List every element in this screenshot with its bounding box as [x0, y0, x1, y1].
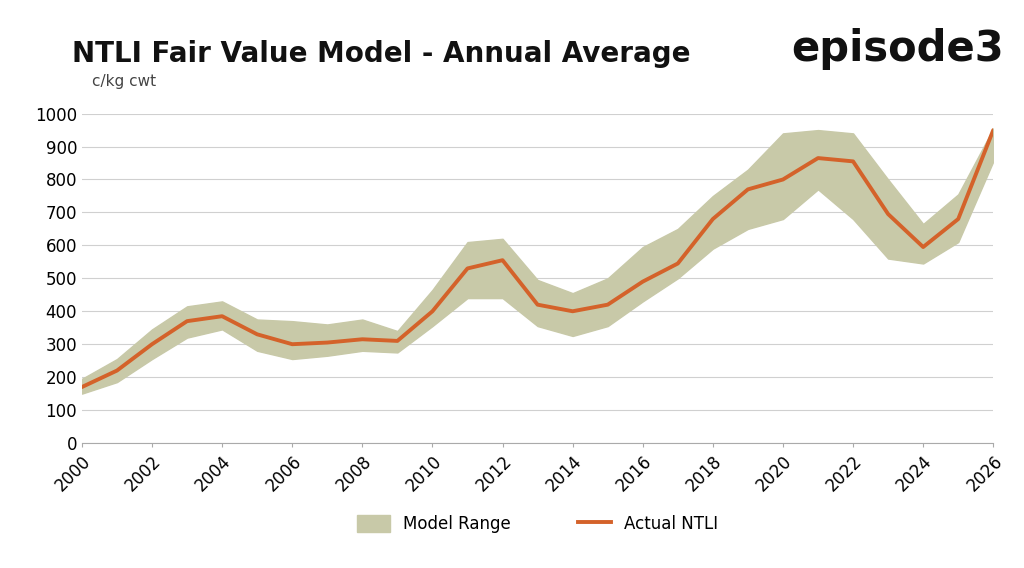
Actual NTLI — [286, 341, 298, 348]
Actual NTLI — [812, 154, 824, 161]
Actual NTLI — [426, 308, 438, 315]
Actual NTLI — [145, 341, 158, 348]
Actual NTLI — [918, 244, 930, 250]
Actual NTLI — [111, 367, 123, 374]
Actual NTLI — [356, 336, 369, 343]
Actual NTLI — [882, 211, 894, 218]
Actual NTLI — [741, 186, 754, 193]
Text: episode3: episode3 — [791, 28, 1004, 70]
Actual NTLI — [322, 339, 334, 346]
Actual NTLI — [707, 216, 719, 223]
Actual NTLI — [216, 313, 228, 320]
Actual NTLI — [497, 257, 509, 264]
Actual NTLI — [566, 308, 579, 315]
Actual NTLI — [987, 127, 999, 133]
Legend: Model Range, Actual NTLI: Model Range, Actual NTLI — [350, 508, 725, 540]
Text: NTLI Fair Value Model - Annual Average: NTLI Fair Value Model - Annual Average — [72, 40, 690, 68]
Actual NTLI — [601, 301, 613, 308]
Line: Actual NTLI: Actual NTLI — [82, 130, 993, 387]
Actual NTLI — [637, 278, 649, 285]
Actual NTLI — [391, 337, 403, 344]
Actual NTLI — [952, 216, 965, 223]
Actual NTLI — [847, 158, 859, 165]
Actual NTLI — [531, 301, 544, 308]
Actual NTLI — [251, 331, 263, 338]
Actual NTLI — [181, 318, 194, 324]
Actual NTLI — [777, 176, 790, 183]
Text: c/kg cwt: c/kg cwt — [92, 74, 157, 89]
Actual NTLI — [76, 383, 88, 390]
Actual NTLI — [462, 265, 474, 272]
Actual NTLI — [672, 260, 684, 267]
